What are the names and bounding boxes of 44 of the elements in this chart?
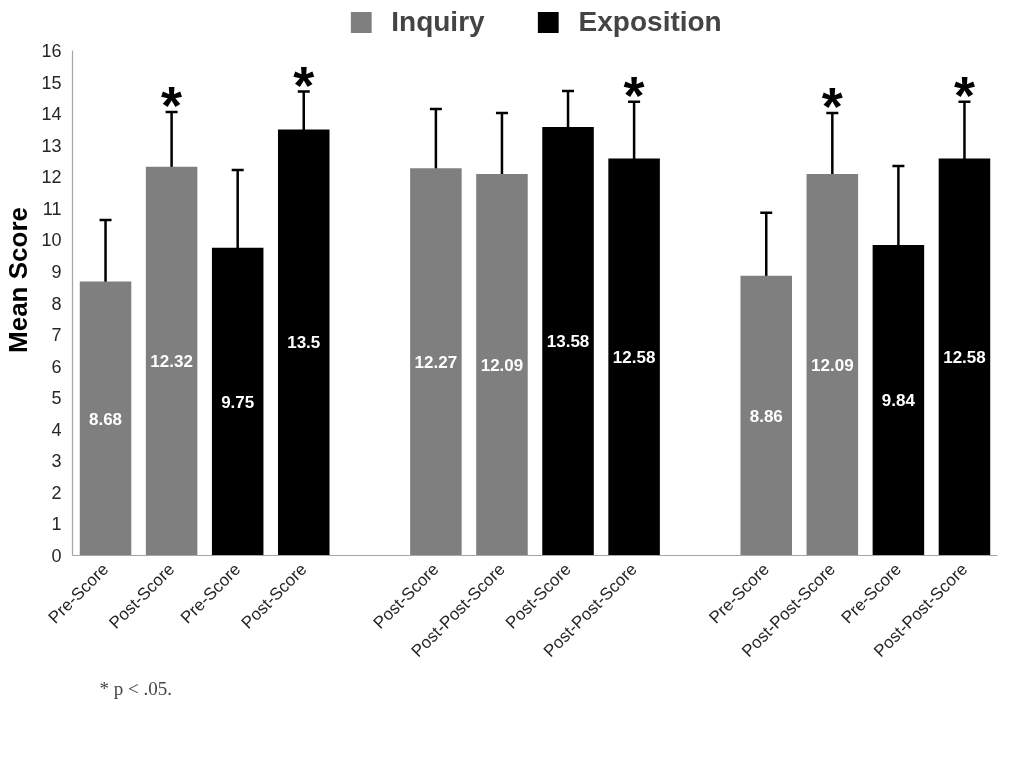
data-label: 12.58 — [612, 347, 656, 367]
bar — [79, 281, 132, 556]
legend-label: Exposition — [578, 6, 722, 38]
annotation: * — [293, 54, 315, 115]
y-tick-label: 11 — [42, 198, 62, 219]
data-label: 9.75 — [221, 392, 255, 412]
y-tick-label: 4 — [51, 419, 62, 440]
text: * p < .05. — [99, 677, 172, 699]
data-label: 12.27 — [414, 352, 458, 372]
y-tick-label: 14 — [41, 104, 62, 125]
annotation: * — [161, 75, 183, 136]
data-label: 13.5 — [287, 333, 321, 353]
y-tick-label: 1 — [51, 514, 62, 535]
data-label: 12.32 — [150, 352, 193, 372]
y-tick-label: 5 — [51, 388, 62, 409]
data-label: 8.86 — [749, 406, 783, 426]
bar — [410, 168, 462, 556]
y-tick-label: 2 — [51, 482, 62, 503]
annotation: * — [821, 75, 843, 136]
data-label: 12.09 — [811, 355, 854, 375]
y-tick-label: 3 — [51, 451, 62, 472]
bar — [806, 173, 859, 556]
y-axis-title: Mean Score — [3, 207, 34, 353]
y-tick-label: 8 — [51, 293, 62, 314]
y-tick-label: 7 — [51, 325, 62, 346]
y-tick-label: 13 — [41, 135, 62, 156]
bar — [740, 275, 793, 556]
legend-label: Inquiry — [391, 6, 485, 38]
y-tick-label: 12 — [41, 167, 62, 188]
data-label: 12.09 — [480, 355, 524, 375]
y-tick-label: 0 — [51, 546, 62, 566]
annotation: * — [953, 64, 975, 125]
data-label: 13.58 — [546, 332, 590, 352]
data-label: 8.68 — [88, 409, 123, 429]
bar — [476, 173, 528, 556]
y-tick-label: 9 — [51, 261, 62, 282]
data-label: 9.84 — [881, 391, 916, 411]
annotation: * — [623, 64, 645, 125]
bar — [145, 166, 198, 556]
y-tick-label: 10 — [41, 230, 62, 251]
y-tick-label: 16 — [41, 41, 62, 61]
data-label: 12.58 — [943, 347, 986, 367]
y-tick-label: 6 — [51, 356, 62, 377]
y-tick-label: 15 — [41, 72, 62, 93]
